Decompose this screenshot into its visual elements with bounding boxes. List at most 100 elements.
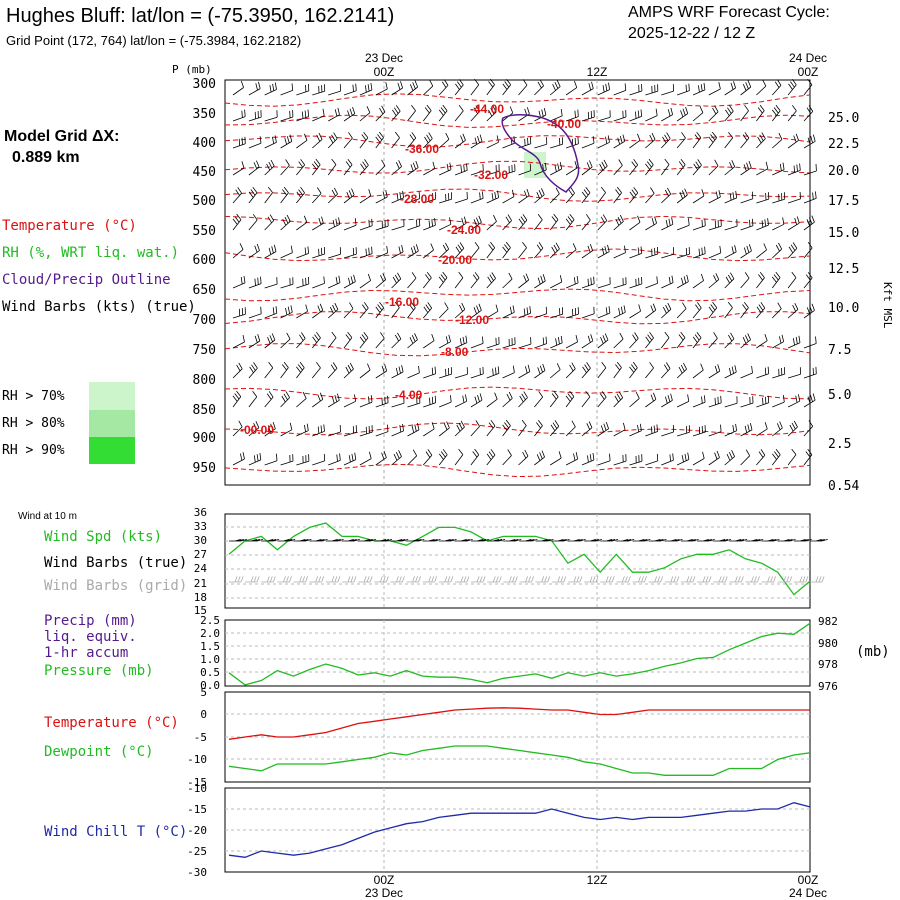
upper-barb-1-28 [676,106,689,122]
page-title: Hughes Bluff: lat/lon = (-75.3950, 162.2… [6,5,394,27]
upper-barb-9-30 [708,332,718,349]
upper-barb-10-18 [518,364,531,379]
wind-tick-27: 27 [194,548,207,561]
upper-wind-barbs [232,78,817,466]
upper-barb-2-4 [296,133,308,149]
upper-barb-1-34 [771,104,781,122]
upper-barb-13-12 [422,449,433,466]
upper-barb-5-32 [740,218,754,231]
upper-barb-8-18 [518,306,531,319]
legend-precip: Precip (mm) [44,613,137,629]
upper-barb-10-21 [565,362,576,379]
upper-barb-6-35 [787,242,798,259]
upper-barb-0-34 [772,79,782,96]
upper-barb-9-23 [597,333,609,349]
upper-barb-9-15 [470,336,484,349]
isotherm-line-3 [224,160,811,174]
upper-barb-13-17 [502,449,512,466]
upper-barb-8-33 [756,302,766,319]
upper-barb-11-20 [549,390,559,408]
upper-barb-11-6 [327,393,340,408]
upper-barb-11-31 [724,396,738,408]
surface-barb-true-27 [664,539,683,542]
upper-barb-9-10 [391,332,402,349]
upper-barb-3-24 [613,159,623,176]
upper-barb-2-6 [327,132,338,149]
wind-tick-18: 18 [194,591,207,604]
upper-barb-12-19 [534,419,543,437]
upper-barb-7-17 [502,272,513,289]
isotherm-line-11 [224,422,811,436]
upper-barb-1-36 [803,105,814,122]
upper-barb-5-15 [470,215,482,231]
upper-barb-8-3 [280,305,293,319]
upper-barb-11-11 [407,396,421,408]
upper-panel-frame [224,79,811,486]
upper-barb-7-6 [328,275,341,289]
upper-barb-8-15 [470,303,482,319]
upper-barb-6-9 [375,245,389,259]
cloud-outline [501,114,580,193]
surface-barb-true-2 [261,539,280,542]
upper-barb-5-2 [264,214,275,231]
legend-rh90: RH > 90% [2,443,65,458]
upper-barb-4-11 [407,191,421,204]
upper-barb-10-16 [486,366,500,379]
upper-barb-10-31 [724,365,737,379]
upper-barb-10-22 [581,362,591,379]
upper-barb-3-27 [660,158,670,176]
upper-barb-13-10 [391,450,402,466]
h-tick-22: 22.5 [828,137,859,152]
upper-barb-4-33 [756,192,770,204]
upper-barb-7-16 [486,272,496,289]
upper-barb-8-5 [312,303,324,319]
surface-barb-true-34 [777,539,796,542]
upper-barb-1-4 [296,109,309,122]
upper-barb-11-23 [597,391,607,408]
surface-barb-grid-31 [729,576,744,583]
upper-barb-5-33 [756,218,769,231]
upper-barb-13-24 [613,454,627,466]
p-tick-650: 650 [193,283,216,298]
upper-barb-2-15 [470,134,483,149]
upper-barb-1-30 [708,105,719,122]
upper-barb-10-24 [613,361,622,379]
upper-barb-9-14 [454,335,468,349]
surface-barb-true-15 [471,539,490,542]
windchill-panel [224,787,811,873]
upper-barb-13-35 [787,448,797,466]
upper-barb-4-1 [248,186,258,204]
upper-barb-13-11 [407,449,418,466]
upper-barb-0-27 [661,84,674,96]
upper-barb-6-17 [502,241,511,259]
upper-barb-6-23 [597,244,610,259]
upper-barb-0-4 [296,83,310,96]
upper-barb-1-21 [565,109,579,122]
upper-barb-9-11 [407,333,418,349]
surface-barb-grid-36 [810,576,825,583]
surface-barb-grid-10 [390,576,405,583]
upper-barb-4-0 [232,187,242,204]
upper-barb-5-18 [518,214,528,231]
upper-barb-1-29 [692,106,704,122]
upper-barb-8-19 [534,306,548,319]
isotherm-label-m16: -16.00 [385,295,419,309]
upper-barb-9-1 [248,334,261,349]
upper-barb-8-10 [391,301,400,319]
upper-barb-8-1 [248,306,262,319]
upper-barb-11-16 [486,392,498,408]
surface-barb-true-0 [229,539,247,542]
rh70-swatch [89,382,135,410]
p-tick-500: 500 [193,194,216,209]
wind-tick-36: 36 [194,506,207,519]
upper-barb-8-21 [565,307,579,319]
upper-barb-12-14 [454,420,465,437]
upper-barb-4-19 [534,188,545,204]
surface-barb-grid-35 [793,576,809,583]
upper-barb-11-32 [740,396,754,408]
upper-barb-13-27 [661,453,674,466]
upper-barb-4-20 [549,187,560,204]
isotherm-label-m32: -32.00 [474,168,508,182]
upper-barb-0-24 [613,83,627,96]
chill-tick-m10: -10 [187,782,207,795]
